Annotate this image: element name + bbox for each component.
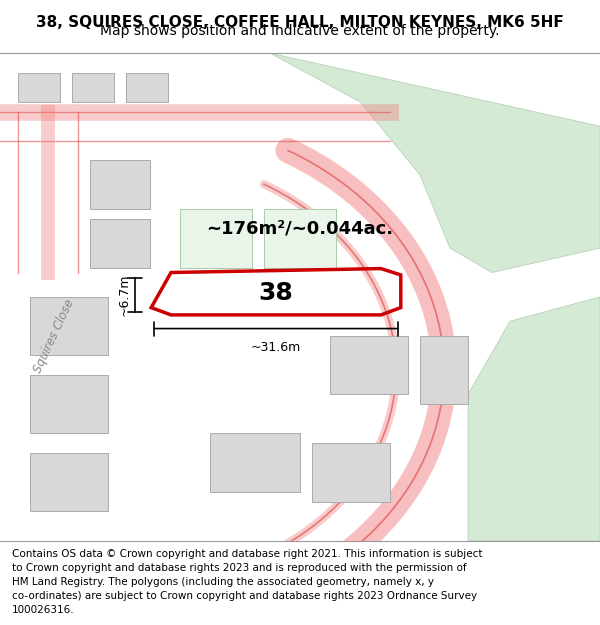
- Polygon shape: [126, 72, 168, 102]
- Polygon shape: [180, 209, 252, 268]
- Text: to Crown copyright and database rights 2023 and is reproduced with the permissio: to Crown copyright and database rights 2…: [12, 563, 467, 573]
- Polygon shape: [264, 209, 336, 268]
- Polygon shape: [210, 433, 300, 492]
- Polygon shape: [30, 375, 108, 433]
- Text: Contains OS data © Crown copyright and database right 2021. This information is : Contains OS data © Crown copyright and d…: [12, 549, 482, 559]
- Polygon shape: [90, 161, 150, 209]
- Text: ~6.7m: ~6.7m: [117, 274, 130, 316]
- Text: 38, SQUIRES CLOSE, COFFEE HALL, MILTON KEYNES, MK6 5HF: 38, SQUIRES CLOSE, COFFEE HALL, MILTON K…: [36, 15, 564, 30]
- Polygon shape: [30, 297, 108, 356]
- Polygon shape: [18, 72, 60, 102]
- Text: HM Land Registry. The polygons (including the associated geometry, namely x, y: HM Land Registry. The polygons (includin…: [12, 577, 434, 587]
- Polygon shape: [180, 209, 252, 268]
- Polygon shape: [330, 336, 408, 394]
- Text: ~31.6m: ~31.6m: [251, 341, 301, 354]
- Text: co-ordinates) are subject to Crown copyright and database rights 2023 Ordnance S: co-ordinates) are subject to Crown copyr…: [12, 591, 477, 601]
- Text: Squires Close: Squires Close: [31, 297, 77, 375]
- Polygon shape: [30, 453, 108, 511]
- Polygon shape: [90, 219, 150, 268]
- Text: 100026316.: 100026316.: [12, 605, 74, 615]
- Polygon shape: [420, 336, 468, 404]
- Polygon shape: [270, 53, 600, 272]
- Polygon shape: [312, 443, 390, 502]
- Polygon shape: [264, 209, 336, 268]
- Text: ~176m²/~0.044ac.: ~176m²/~0.044ac.: [206, 219, 394, 238]
- Polygon shape: [468, 297, 600, 541]
- Polygon shape: [72, 72, 114, 102]
- Text: Map shows position and indicative extent of the property.: Map shows position and indicative extent…: [100, 24, 500, 38]
- Text: 38: 38: [259, 281, 293, 305]
